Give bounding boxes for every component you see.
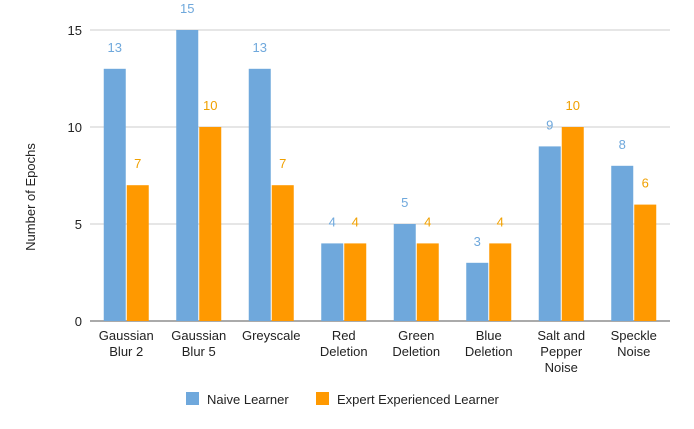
bar-expert: [634, 204, 657, 321]
data-label: 4: [424, 214, 431, 229]
data-label: 4: [352, 214, 359, 229]
data-label: 3: [474, 234, 481, 249]
data-label: 9: [546, 117, 553, 132]
x-tick-label: Greyscale: [242, 328, 301, 343]
bar-expert: [126, 185, 149, 321]
x-tick-label: Deletion: [465, 344, 513, 359]
data-label: 10: [203, 98, 217, 113]
legend-swatch-expert: [316, 392, 329, 405]
y-tick-label: 10: [68, 120, 82, 135]
legend: Naive Learner Expert Experienced Learner: [186, 392, 500, 407]
x-tick-label: Gaussian: [99, 328, 154, 343]
bar-naive: [103, 68, 126, 321]
bar-expert: [489, 243, 512, 321]
legend-swatch-naive: [186, 392, 199, 405]
data-label: 13: [108, 40, 122, 55]
data-label: 7: [279, 156, 286, 171]
data-label: 7: [134, 156, 141, 171]
legend-label: Expert Experienced Learner: [337, 392, 500, 407]
x-tick-label: Blue: [476, 328, 502, 343]
x-tick-label: Blur 2: [109, 344, 143, 359]
legend-label: Naive Learner: [207, 392, 289, 407]
x-tick-label: Red: [332, 328, 356, 343]
data-label: 8: [619, 137, 626, 152]
data-label: 6: [642, 176, 649, 191]
y-tick-label: 5: [75, 217, 82, 232]
data-label: 13: [253, 40, 267, 55]
bar-naive: [466, 262, 489, 321]
bar-naive: [321, 243, 344, 321]
x-tick-label: Noise: [617, 344, 650, 359]
y-axis: 0 5 10 15: [68, 23, 82, 329]
data-labels: 13 7 15 10 13 7 4 4 5 4 3 4 9 10 8 6: [108, 1, 649, 249]
bar-expert: [416, 243, 439, 321]
y-tick-label: 15: [68, 23, 82, 38]
x-tick-label: Gaussian: [171, 328, 226, 343]
x-tick-label: Deletion: [392, 344, 440, 359]
bar-expert: [199, 127, 222, 321]
bars: [103, 30, 657, 321]
x-tick-label: Green: [398, 328, 434, 343]
bar-naive: [176, 30, 199, 321]
bar-naive: [393, 224, 416, 321]
bar-expert: [271, 185, 294, 321]
x-tick-label: Noise: [545, 360, 578, 375]
bar-expert: [344, 243, 367, 321]
y-axis-title: Number of Epochs: [23, 143, 38, 251]
data-label: 4: [329, 214, 336, 229]
x-tick-label: Salt and: [537, 328, 585, 343]
x-tick-label: Pepper: [540, 344, 583, 359]
bar-naive: [248, 68, 271, 321]
data-label: 15: [180, 1, 194, 16]
data-label: 4: [497, 214, 504, 229]
x-tick-label: Speckle: [611, 328, 657, 343]
bar-naive: [611, 165, 634, 321]
x-tick-label: Deletion: [320, 344, 368, 359]
y-tick-label: 0: [75, 314, 82, 329]
bar-expert: [561, 127, 584, 321]
x-tick-label: Blur 5: [182, 344, 216, 359]
data-label: 10: [566, 98, 580, 113]
data-label: 5: [401, 195, 408, 210]
bar-naive: [538, 146, 561, 321]
